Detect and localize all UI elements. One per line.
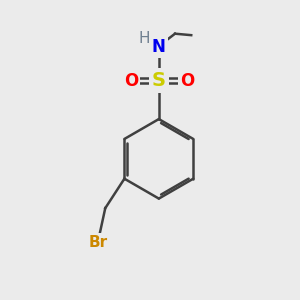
Text: O: O [180,72,194,90]
Text: H: H [139,31,151,46]
Text: Br: Br [88,235,107,250]
Text: N: N [152,38,166,56]
Text: O: O [124,72,138,90]
Text: S: S [152,71,166,90]
